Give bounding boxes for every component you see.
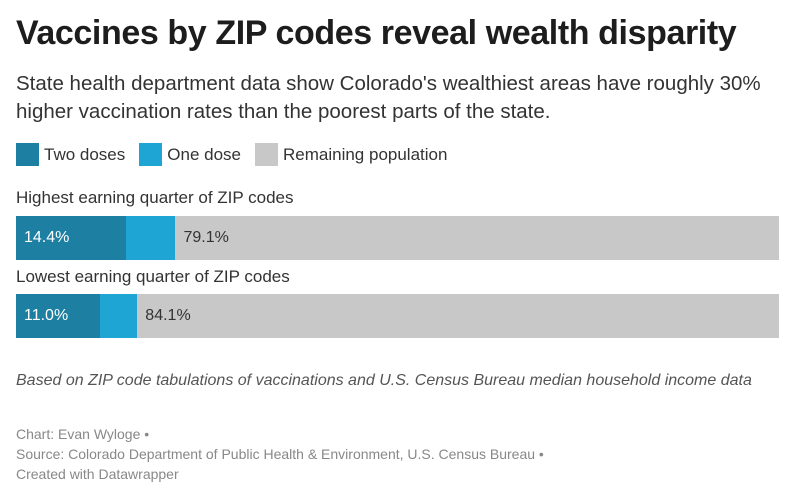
legend-swatch-one-dose [139, 143, 163, 166]
data-label-lowest-remaining: 84.1% [145, 307, 191, 324]
legend-label-remaining: Remaining population [283, 144, 448, 164]
legend-label-one-dose: One dose [167, 144, 241, 164]
chart-notes: Based on ZIP code tabulations of vaccina… [16, 372, 752, 389]
legend-swatch-two-doses [16, 143, 39, 166]
bar-segment-highest-two-doses: 14.4% [16, 216, 126, 260]
legend-item-two-doses: Two doses [16, 143, 125, 166]
chart-title: Vaccines by ZIP codes reveal wealth disp… [16, 14, 737, 52]
row-label-lowest: Lowest earning quarter of ZIP codes [16, 267, 290, 286]
legend-item-one-dose: One dose [139, 143, 241, 166]
chart-credit: Chart: Evan Wyloge • [16, 426, 150, 442]
legend-label-two-doses: Two doses [44, 144, 126, 164]
created-with: Created with Datawrapper [16, 466, 179, 482]
bar-segment-highest-remaining: 79.1% [175, 216, 779, 260]
legend-swatch-remaining [255, 143, 278, 166]
bar-lowest: 11.0% 84.1% [16, 294, 779, 338]
legend: Two doses One dose Remaining population [16, 143, 461, 166]
chart-credits: Chart: Evan Wyloge • Source: Colorado De… [16, 424, 786, 484]
bar-segment-highest-one-dose [125, 216, 176, 260]
data-label-highest-two-doses: 14.4% [24, 229, 70, 246]
chart-subtitle: State health department data show Colora… [16, 72, 761, 123]
row-label-highest: Highest earning quarter of ZIP codes [16, 188, 294, 207]
bar-segment-lowest-remaining: 84.1% [137, 294, 779, 338]
bar-segment-lowest-one-dose [99, 294, 138, 338]
data-label-highest-remaining: 79.1% [183, 229, 229, 246]
data-label-lowest-two-doses: 11.0% [24, 307, 69, 324]
bar-segment-lowest-two-doses: 11.0% [16, 294, 100, 338]
bar-highest: 14.4% 79.1% [16, 216, 779, 260]
legend-item-remaining: Remaining population [255, 143, 447, 166]
chart-source: Source: Colorado Department of Public He… [16, 446, 544, 462]
